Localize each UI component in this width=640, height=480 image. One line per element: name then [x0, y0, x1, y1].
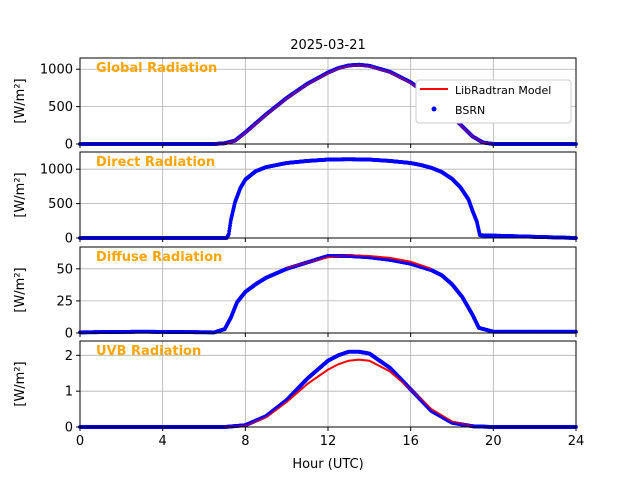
y-tick-label: 1: [65, 385, 73, 400]
y-tick-label: 1000: [40, 63, 73, 78]
y-tick-label: 0: [65, 421, 73, 436]
legend-box: [415, 79, 572, 124]
legend-bsrn-label: BSRN: [455, 104, 485, 117]
panel-label: UVB Radiation: [96, 344, 201, 359]
chart-title: 2025-03-21: [290, 38, 366, 53]
x-axis-label: Hour (UTC): [292, 457, 363, 472]
panel-2: 0 500 1000 Direct Radiation [W/m²]: [13, 151, 578, 247]
y-tick-label: 0: [65, 138, 73, 153]
y-axis-label: [W/m²]: [13, 267, 28, 312]
x-tick-label: 12: [320, 434, 337, 449]
x-tick-label: 0: [76, 434, 84, 449]
y-tick-label: 50: [56, 262, 73, 277]
x-tick-label: 8: [241, 434, 249, 449]
panel-label: Direct Radiation: [96, 155, 215, 170]
y-tick-label: 0: [65, 327, 73, 342]
legend: LibRadtran Model BSRN: [415, 79, 572, 124]
y-tick-label: 25: [56, 294, 73, 309]
panel-label: Global Radiation: [96, 61, 217, 76]
y-tick-label: 0: [65, 232, 73, 247]
y-tick-label: 1000: [40, 163, 73, 178]
panel-3: 0 25 50 Diffuse Radiation [W/m²]: [13, 246, 578, 342]
x-tick-label: 24: [568, 434, 585, 449]
panel-label: Diffuse Radiation: [96, 250, 222, 265]
series-bsrn-line: [79, 254, 576, 334]
y-tick-label: 500: [48, 197, 73, 212]
y-axis-label: [W/m²]: [13, 172, 28, 217]
y-axis-label: [W/m²]: [13, 361, 28, 406]
y-tick-label: 2: [65, 349, 73, 364]
x-tick-label: 4: [159, 434, 167, 449]
legend-model-label: LibRadtran Model: [455, 84, 551, 97]
legend-bsrn-marker: [431, 106, 437, 112]
series-bsrn-line: [80, 350, 576, 429]
y-tick-label: 500: [48, 100, 73, 115]
x-tick-label: 20: [485, 434, 502, 449]
series-bsrn-line: [80, 63, 576, 146]
series-bsrn-line: [80, 158, 577, 240]
x-tick-label: 16: [402, 434, 419, 449]
y-axis-label: [W/m²]: [13, 78, 28, 123]
